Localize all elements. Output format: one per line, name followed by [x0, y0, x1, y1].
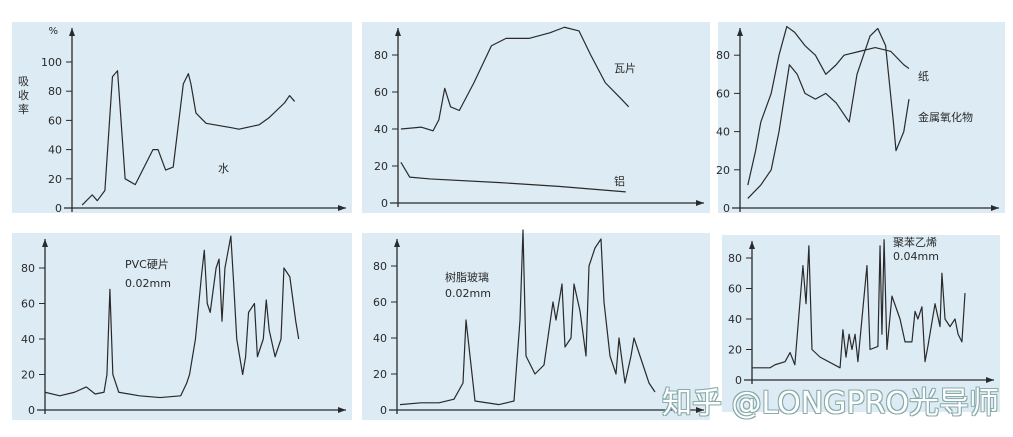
x-axis-arrow-icon [991, 205, 999, 211]
y-tick-label: 80 [374, 49, 388, 62]
y-axis-arrow-icon [42, 239, 48, 247]
series-label: 树脂玻璃 [445, 270, 489, 284]
y-tick-label: 80 [373, 260, 387, 273]
y-tick-label: 0 [381, 197, 388, 210]
thickness-annotation: 0.02mm [125, 277, 171, 290]
y-tick-label: 80 [21, 262, 35, 275]
series-line-1 [400, 26, 630, 132]
panel-4 [12, 233, 352, 420]
y-tick-label: 20 [374, 160, 388, 173]
series-label: 铝 [614, 174, 625, 188]
y-axis-arrow-icon [394, 239, 400, 247]
y-tick-label: 40 [374, 123, 388, 136]
panel-3 [718, 22, 1005, 213]
y-tick-label: 80 [716, 49, 730, 62]
y-tick-label: 60 [728, 283, 742, 296]
y-tick-label: 20 [716, 164, 730, 177]
y-tick-label: 20 [48, 173, 62, 186]
y-tick-label: 40 [716, 126, 730, 139]
x-axis-arrow-icon [986, 377, 994, 383]
x-axis-arrow-icon [338, 205, 346, 211]
y-tick-label: 100 [41, 56, 62, 69]
series-label: PVC硬片 [125, 258, 169, 271]
y-tick-label: 0 [55, 202, 62, 215]
series-label: 纸 [918, 70, 929, 83]
x-axis-arrow-icon [696, 200, 704, 206]
y-axis-arrow-icon [395, 28, 401, 36]
y-unit: % [48, 26, 58, 37]
y-tick-label: 40 [373, 332, 387, 345]
y-tick-label: 60 [716, 87, 730, 100]
y-tick-label: 0 [723, 202, 730, 215]
x-axis-arrow-icon [696, 407, 704, 413]
y-axis-arrow-icon [69, 28, 75, 36]
series-label: 聚苯乙烯 [893, 235, 937, 249]
y-tick-label: 0 [735, 374, 742, 387]
y-tick-label: 20 [21, 369, 35, 382]
watermark: 知乎 @LONGPRO光导师 [662, 386, 1000, 421]
y-tick-label: 60 [373, 296, 387, 309]
y-tick-label: 20 [373, 368, 387, 381]
series-line-1 [752, 239, 966, 369]
series-line-1 [399, 229, 656, 406]
y-tick-label: 80 [728, 252, 742, 265]
y-axis-label: 吸收率 [18, 75, 29, 116]
series-label: 金属氧化物 [918, 110, 973, 124]
y-axis-arrow-icon [737, 28, 743, 36]
thickness-annotation: 0.04mm [893, 250, 939, 263]
y-tick-label: 60 [374, 86, 388, 99]
y-axis-arrow-icon [749, 241, 755, 249]
series-line-1 [747, 25, 910, 186]
y-tick-label: 0 [380, 404, 387, 417]
y-tick-label: 40 [21, 333, 35, 346]
x-axis-arrow-icon [338, 407, 346, 413]
panel-1 [12, 22, 352, 213]
y-tick-label: 20 [728, 344, 742, 357]
y-tick-label: 0 [28, 404, 35, 417]
y-tick-label: 60 [21, 298, 35, 311]
series-line-1 [81, 70, 296, 206]
series-line-2 [747, 27, 910, 199]
panel-2 [362, 22, 710, 213]
y-tick-label: 40 [48, 144, 62, 157]
y-tick-label: 80 [48, 85, 62, 98]
y-tick-label: 60 [48, 114, 62, 127]
y-tick-label: 40 [728, 313, 742, 326]
series-label: 水 [218, 162, 229, 175]
series-label: 瓦片 [614, 62, 636, 75]
series-line-2 [400, 161, 626, 193]
panel-5 [362, 233, 710, 420]
series-line-1 [44, 235, 300, 399]
thickness-annotation: 0.02mm [445, 287, 491, 300]
